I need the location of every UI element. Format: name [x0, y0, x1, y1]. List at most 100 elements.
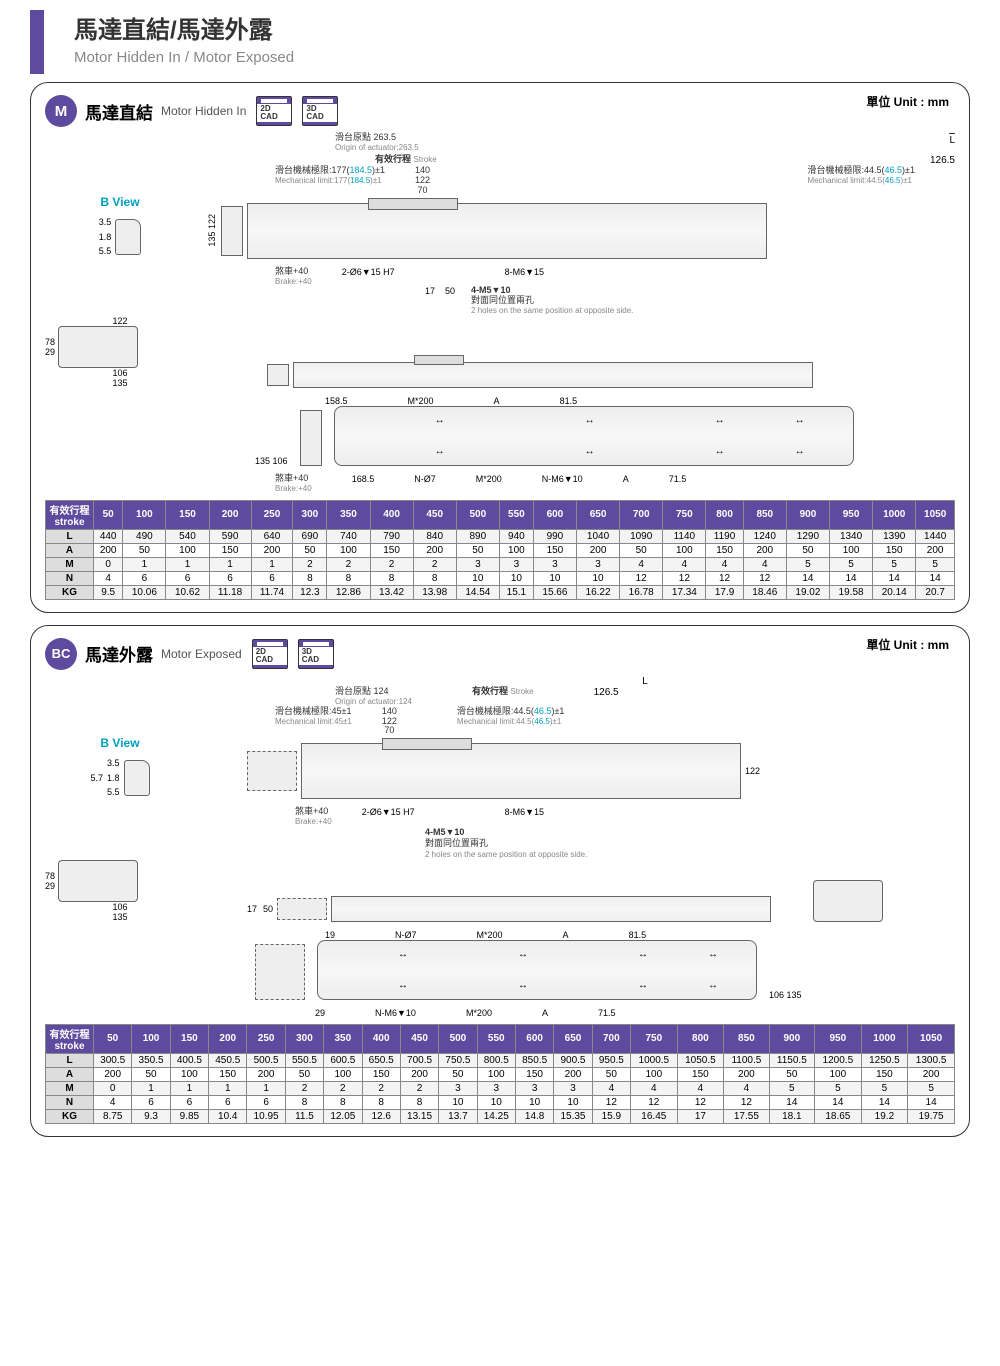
bv-mid-bc: 1.8: [107, 773, 120, 783]
table-cell: 150: [873, 543, 916, 557]
table-row-label: KG: [46, 1109, 94, 1123]
motor-stub: [267, 364, 289, 386]
drawing-bc: L 滑台原點 124Origin of actuator:124 有效行程 St…: [45, 676, 955, 1018]
table-cell: 50: [786, 543, 829, 557]
actuator-bottom-view: ↔ ↔ ↔ ↔ ↔ ↔ ↔ ↔: [334, 406, 854, 466]
table-cell: 1390: [873, 529, 916, 543]
table-cell: 8.75: [94, 1109, 132, 1123]
table-cell: 5: [815, 1081, 862, 1095]
table-col: 400: [362, 1024, 400, 1053]
table-cell: 10: [499, 571, 533, 585]
table-col: 700: [592, 1024, 630, 1053]
bd-h1: 135: [255, 456, 270, 466]
motor-bottom: [300, 410, 322, 466]
table-col: 300: [285, 1024, 323, 1053]
page-header: 馬達直結/馬達外露 Motor Hidden In / Motor Expose…: [30, 10, 1000, 74]
table-col: 250: [247, 1024, 285, 1053]
table-cell: 890: [456, 529, 499, 543]
table-col: 650: [576, 500, 619, 529]
table-cell: 200: [413, 543, 456, 557]
table-cell: 12: [592, 1095, 630, 1109]
table-header-stroke: 有效行程stroke: [46, 1024, 94, 1053]
lb-w3-bc: 135: [112, 912, 127, 922]
badge-m: M: [45, 95, 77, 127]
table-cell: 100: [663, 543, 706, 557]
table-col: 1050: [908, 1024, 955, 1053]
table-cell: 50: [123, 543, 166, 557]
dim-right: 126.5: [930, 155, 955, 166]
table-cell: 0: [94, 557, 123, 571]
bv-left-bc: 5.7: [90, 773, 103, 783]
bd-nphi: N-Ø7: [414, 474, 436, 494]
table-cell: 12: [706, 571, 743, 585]
holes1-bc: 2-Ø6▼15 H7: [362, 807, 415, 827]
table-cell: 14: [861, 1095, 908, 1109]
table-cell: 750.5: [439, 1053, 477, 1067]
table-cell: 1: [251, 557, 293, 571]
dim-L-bc: L: [335, 676, 955, 687]
table-cell: 14.25: [477, 1109, 515, 1123]
table-cell: 3: [515, 1081, 553, 1095]
table-cell: 6: [251, 571, 293, 585]
table-col: 50: [94, 1024, 132, 1053]
cad-3d-button[interactable]: 3D CAD: [302, 96, 338, 126]
table-cell: 10: [533, 571, 576, 585]
section-bc: 單位 Unit : mm BC 馬達外露 Motor Exposed 2D CA…: [30, 625, 970, 1137]
bd-nphi-bc: N-Ø7: [395, 930, 417, 940]
motor-bottom-bc: [255, 944, 305, 1000]
table-cell: 5: [861, 1081, 908, 1095]
lb-w2-bc: 106: [112, 902, 127, 912]
sd-h2: 122: [207, 214, 217, 229]
unit-label-bc: 單位 Unit : mm: [866, 636, 949, 653]
section-bc-title-en: Motor Exposed: [161, 647, 242, 661]
table-cell: 8: [362, 1095, 400, 1109]
table-cell: 10.95: [247, 1109, 285, 1123]
table-cell: 4: [94, 571, 123, 585]
cad-3d-button-bc[interactable]: 3D CAD: [298, 639, 334, 669]
table-cell: 10.06: [123, 585, 166, 599]
table-cell: 850.5: [515, 1053, 553, 1067]
bd-h2-bc: 106: [769, 990, 784, 1000]
lb-w: 122: [45, 316, 195, 326]
section-bc-title-cn: 馬達外露: [85, 641, 153, 666]
brake-cn: 煞車+40: [275, 266, 308, 276]
table-cell: 2: [413, 557, 456, 571]
table-cell: 12: [663, 571, 706, 585]
table-cell: 19.2: [861, 1109, 908, 1123]
actuator-top-view-bc: [301, 743, 741, 799]
table-cell: 1: [132, 1081, 170, 1095]
table-cell: 2: [400, 1081, 438, 1095]
section-m-header: M 馬達直結 Motor Hidden In 2D CAD 3D CAD: [45, 95, 955, 127]
table-cell: 4: [706, 557, 743, 571]
bd-h2: 106: [273, 456, 288, 466]
actuator-side-view-bc: [331, 896, 771, 922]
table-cell: 2: [293, 557, 327, 571]
table-cell: 150: [677, 1067, 724, 1081]
mid-b-bc: 50: [263, 904, 273, 914]
page-title-cn: 馬達直結/馬達外露: [74, 10, 970, 45]
table-cell: 8: [285, 1095, 323, 1109]
table-cell: 10: [477, 1095, 515, 1109]
table-cell: 500.5: [247, 1053, 285, 1067]
cad-2d-button-bc[interactable]: 2D CAD: [252, 639, 288, 669]
bd-l1: 158.5: [325, 396, 348, 406]
table-cell: 50: [293, 543, 327, 557]
table-cell: 6: [209, 1095, 247, 1109]
table-col: 200: [209, 1024, 247, 1053]
table-row-label: M: [46, 557, 94, 571]
cad-2d-button[interactable]: 2D CAD: [256, 96, 292, 126]
table-cell: 18.1: [769, 1109, 814, 1123]
table-cell: 3: [576, 557, 619, 571]
sd-h1: 135: [207, 232, 217, 247]
mid-a: 17: [425, 286, 435, 316]
table-cell: 150: [209, 1067, 247, 1081]
table-col: 850: [724, 1024, 769, 1053]
table-cell: 150: [362, 1067, 400, 1081]
table-cell: 1: [209, 557, 251, 571]
table-cell: 790: [370, 529, 413, 543]
table-cell: 17: [677, 1109, 724, 1123]
table-cell: 13.15: [400, 1109, 438, 1123]
table-cell: 14.8: [515, 1109, 553, 1123]
table-cell: 3: [439, 1081, 477, 1095]
lb-w3: 135: [112, 378, 127, 388]
